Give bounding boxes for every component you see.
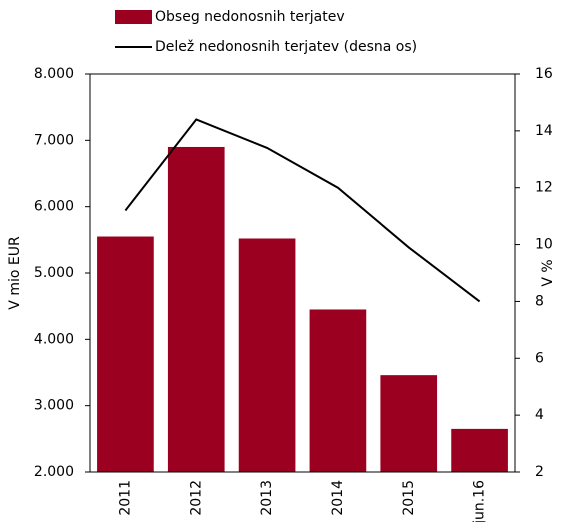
y2-tick-label: 6 <box>535 350 544 366</box>
y-tick-label: 8.000 <box>34 66 74 82</box>
legend-label: Obseg nedonosnih terjatev <box>155 9 345 25</box>
y-tick-label: 5.000 <box>34 265 74 281</box>
y2-tick-label: 10 <box>535 237 553 253</box>
y-tick-label: 7.000 <box>34 132 74 148</box>
x-tick-label: 2014 <box>330 480 346 516</box>
bar <box>309 309 367 472</box>
y2-tick-label: 8 <box>535 293 544 309</box>
x-tick-label: 2011 <box>117 480 133 516</box>
y2-axis-label: V % <box>540 259 556 286</box>
y2-tick-label: 14 <box>535 123 553 139</box>
legend-label: Delež nedonosnih terjatev (desna os) <box>155 39 417 55</box>
y2-tick-label: 2 <box>535 464 544 480</box>
y-tick-label: 2.000 <box>34 464 74 480</box>
y-tick-label: 4.000 <box>34 331 74 347</box>
y-tick-label: 3.000 <box>34 398 74 414</box>
plot-frame <box>89 73 516 473</box>
line <box>124 118 481 303</box>
y2-tick-label: 4 <box>535 407 544 423</box>
bar <box>380 375 438 472</box>
x-tick-label: 2015 <box>401 480 417 516</box>
bar <box>97 236 154 472</box>
bar <box>167 146 225 472</box>
y2-tick-label: 16 <box>535 66 553 82</box>
bar <box>451 428 508 472</box>
y-tick-label: 6.000 <box>34 199 74 215</box>
x-tick-label: jun.16 <box>472 480 488 522</box>
x-tick-label: 2013 <box>259 480 275 516</box>
bar <box>238 238 296 472</box>
y-axis-label: V mio EUR <box>7 236 23 310</box>
legend-swatch <box>115 10 152 24</box>
y2-tick-label: 12 <box>535 180 553 196</box>
x-tick-label: 2012 <box>188 480 204 516</box>
